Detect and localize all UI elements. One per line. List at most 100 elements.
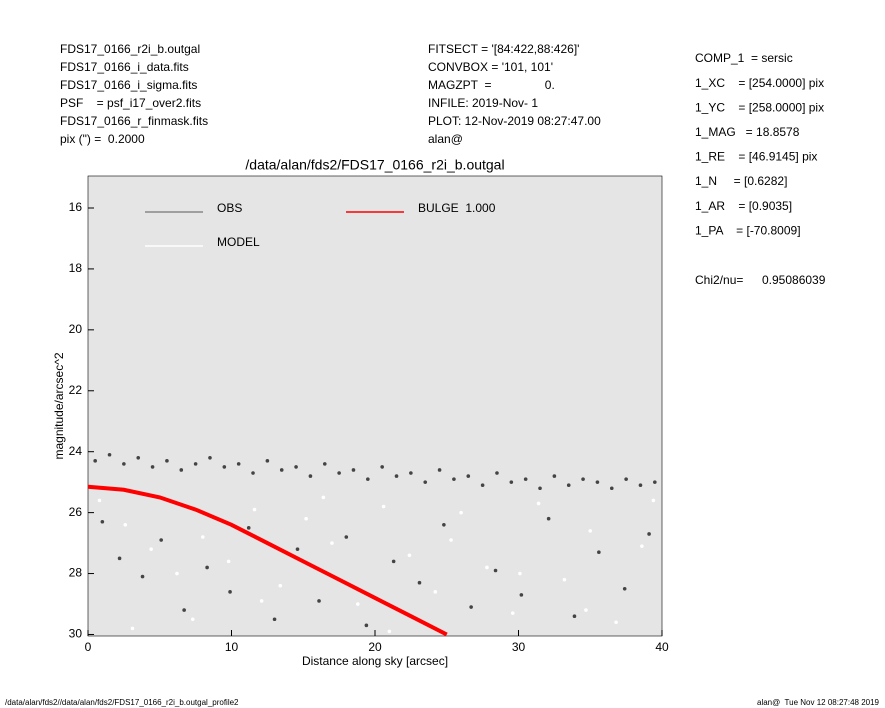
chart-title: /data/alan/fds2/FDS17_0166_r2i_b.outgal [245, 157, 504, 173]
data-point [653, 480, 657, 484]
header-line: FDS17_0166_i_sigma.fits [60, 78, 197, 92]
data-point [201, 535, 205, 539]
y-tick-label: 20 [69, 322, 83, 336]
data-point [100, 519, 105, 524]
plot-area [87, 175, 663, 637]
header-line: FITSECT = '[84:422,88:426]' [428, 42, 579, 56]
data-point [518, 571, 522, 576]
data-point [510, 611, 515, 615]
data-point [597, 550, 601, 555]
data-point [308, 474, 313, 478]
data-point [330, 541, 334, 545]
data-point [182, 608, 186, 612]
data-point [433, 590, 438, 594]
data-point [566, 483, 571, 488]
data-point [97, 498, 102, 503]
chi2-label: Chi2/nu= [695, 273, 743, 287]
header-line: alan@ [428, 132, 463, 146]
data-point [536, 501, 541, 506]
fit-param: 1_N = [0.6282] [695, 174, 787, 188]
data-point [546, 516, 551, 521]
header-line: INFILE: 2019-Nov- 1 [428, 96, 538, 110]
footer-path: /data/alan/fds2//data/alan/fds2/FDS17_01… [5, 698, 239, 707]
data-point [165, 459, 169, 463]
data-point [179, 468, 184, 472]
data-point [246, 526, 251, 530]
y-tick-label: 18 [69, 261, 83, 275]
header-line: FDS17_0166_i_data.fits [60, 60, 189, 74]
data-point [584, 608, 588, 612]
legend-label: OBS [217, 201, 242, 215]
data-point [252, 507, 257, 512]
data-point [581, 477, 585, 481]
data-point [647, 532, 651, 536]
y-tick-label: 26 [69, 505, 83, 519]
data-point [122, 462, 126, 466]
data-point [622, 586, 627, 591]
header-line: MAGZPT = 0. [428, 78, 555, 92]
data-point [107, 452, 112, 457]
footer-date: alan@ Tue Nov 12 08:27:48 2019 [757, 698, 880, 707]
fit-param: 1_MAG = 18.8578 [695, 125, 800, 139]
data-point [93, 459, 97, 463]
data-point [355, 602, 360, 606]
header-line: PLOT: 12-Nov-2019 08:27:47.00 [428, 114, 601, 128]
data-point [407, 553, 412, 558]
header-line: FDS17_0166_r2i_b.outgal [60, 42, 200, 56]
data-point [485, 565, 489, 570]
data-point [459, 510, 463, 515]
data-point [193, 462, 198, 466]
legend-label: BULGE 1.000 [418, 201, 496, 215]
data-point [226, 559, 231, 564]
y-axis-label: magnitude/arcsec^2 [52, 352, 66, 459]
data-point [259, 599, 264, 603]
data-point [493, 568, 498, 573]
data-point [469, 605, 473, 609]
data-point [387, 629, 392, 634]
legend-label: MODEL [217, 235, 260, 249]
data-point [294, 465, 298, 469]
data-point [614, 620, 618, 625]
data-point [265, 459, 270, 463]
y-tick-label: 28 [69, 566, 83, 580]
data-point [523, 477, 528, 481]
data-point [638, 483, 643, 488]
data-point [136, 455, 141, 460]
data-point [236, 462, 241, 466]
data-point [588, 529, 593, 533]
data-point [130, 626, 135, 631]
y-tick-label: 30 [69, 627, 83, 641]
data-point [609, 486, 614, 491]
data-point [205, 565, 209, 570]
data-point [322, 462, 327, 466]
data-point [228, 590, 232, 594]
data-point [437, 468, 442, 472]
data-point [117, 556, 122, 561]
data-point [208, 455, 212, 460]
data-point [278, 583, 283, 588]
x-tick-label: 30 [512, 640, 526, 654]
data-point [304, 516, 308, 521]
x-tick-label: 10 [225, 640, 239, 654]
x-tick-label: 40 [655, 640, 669, 654]
data-point [394, 474, 399, 478]
data-point [381, 504, 386, 509]
header-line: pix (") = 0.2000 [60, 132, 145, 146]
header-line: CONVBOX = '101, 101' [428, 60, 553, 74]
data-point [651, 498, 656, 503]
data-point [295, 547, 300, 551]
data-point [366, 477, 370, 481]
data-point [272, 617, 277, 622]
data-point [337, 471, 341, 475]
data-point [391, 559, 396, 564]
data-point [572, 614, 577, 618]
data-point [480, 483, 485, 488]
data-point [317, 599, 321, 603]
header-line: FDS17_0166_r_finmask.fits [60, 114, 208, 128]
data-point [159, 538, 163, 542]
fit-param: COMP_1 = sersic [695, 51, 793, 65]
fit-param: 1_YC = [258.0000] pix [695, 100, 824, 114]
y-tick-label: 16 [69, 200, 83, 214]
data-point [344, 535, 349, 539]
